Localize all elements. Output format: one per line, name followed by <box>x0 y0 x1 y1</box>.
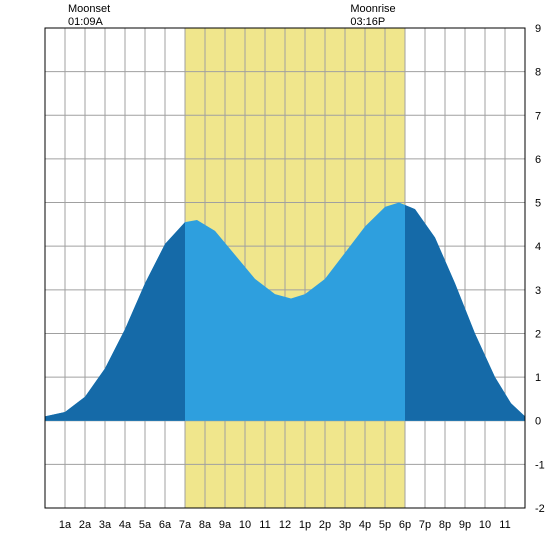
x-tick-label: 4a <box>119 519 132 531</box>
moonset-time: 01:09A <box>68 16 103 28</box>
x-tick-label: 9p <box>459 519 471 531</box>
y-tick-label: 2 <box>535 328 541 340</box>
tide-night-overlay <box>45 28 185 508</box>
tide-chart: 1a2a3a4a5a6a7a8a9a1011121p2p3p4p5p6p7p8p… <box>0 0 550 550</box>
x-tick-label: 10 <box>479 519 491 531</box>
x-tick-label: 2p <box>319 519 331 531</box>
x-tick-label: 4p <box>359 519 371 531</box>
y-tick-label: -1 <box>535 459 545 471</box>
x-tick-label: 11 <box>259 519 270 531</box>
y-tick-label: 3 <box>535 285 541 297</box>
y-tick-label: 5 <box>535 198 541 210</box>
y-tick-label: 1 <box>535 372 541 384</box>
x-tick-label: 1p <box>299 519 311 531</box>
x-tick-label: 6a <box>159 519 172 531</box>
y-tick-label: 4 <box>535 241 541 253</box>
chart-container: { "chart": { "type": "area", "width": 55… <box>0 0 550 550</box>
x-tick-label: 9a <box>219 519 232 531</box>
x-tick-label: 11 <box>499 519 510 531</box>
x-tick-label: 3p <box>339 519 351 531</box>
moonrise-time: 03:16P <box>350 16 385 28</box>
x-tick-label: 7p <box>419 519 431 531</box>
x-tick-label: 8a <box>199 519 212 531</box>
y-tick-label: 6 <box>535 154 541 166</box>
y-tick-label: 9 <box>535 23 541 35</box>
x-tick-label: 5a <box>139 519 152 531</box>
x-tick-label: 8p <box>439 519 451 531</box>
moonset-label: Moonset <box>68 3 110 15</box>
x-tick-label: 12 <box>279 519 291 531</box>
moonrise-label: Moonrise <box>350 3 395 15</box>
x-tick-label: 1a <box>59 519 72 531</box>
x-tick-label: 3a <box>99 519 112 531</box>
annotation-moonset: Moonset 01:09A <box>68 3 110 29</box>
x-tick-label: 7a <box>179 519 192 531</box>
y-tick-label: 0 <box>535 416 541 428</box>
y-tick-label: 8 <box>535 67 541 79</box>
x-tick-label: 5p <box>379 519 391 531</box>
annotation-moonrise: Moonrise 03:16P <box>350 3 395 29</box>
y-tick-label: -2 <box>535 503 545 515</box>
x-tick-label: 2a <box>79 519 92 531</box>
x-tick-label: 6p <box>399 519 411 531</box>
x-tick-label: 10 <box>239 519 251 531</box>
y-tick-label: 7 <box>535 110 541 122</box>
